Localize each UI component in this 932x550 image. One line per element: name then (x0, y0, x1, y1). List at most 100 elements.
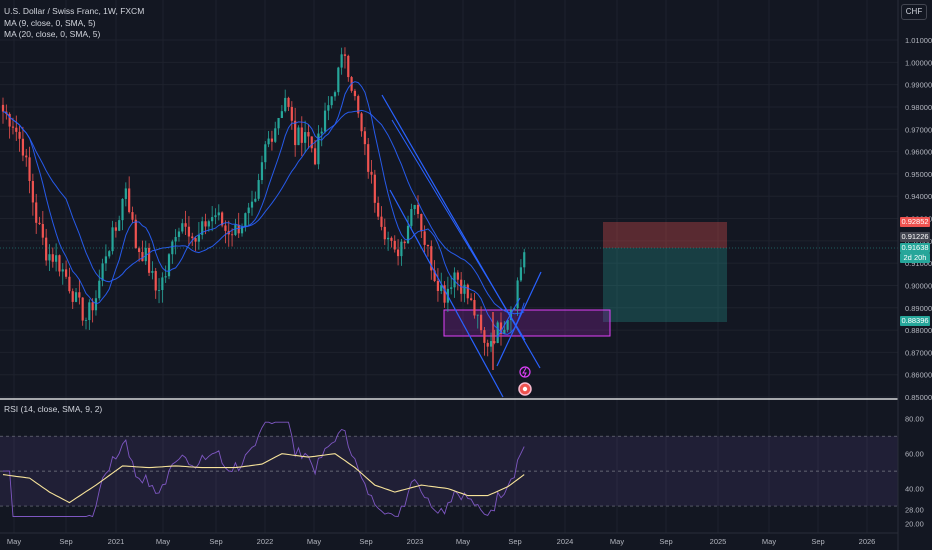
candle-body (1, 104, 5, 112)
candle-body (486, 342, 489, 347)
candle-body (154, 271, 157, 291)
breakout-line-2 (496, 297, 521, 339)
candle-body (207, 221, 210, 227)
candle-body (84, 320, 88, 321)
candle-body (68, 276, 71, 292)
candle-body (25, 155, 28, 158)
candle-body (267, 138, 270, 145)
candle-body (134, 219, 137, 249)
candle-body (35, 202, 38, 223)
candle-body (121, 198, 124, 221)
rsi-tick-label: 80.00 (905, 415, 924, 424)
candle-body (410, 209, 413, 226)
candle-body (81, 297, 84, 321)
candle-body (157, 289, 161, 291)
candle-body (297, 127, 300, 146)
candle-body (124, 188, 127, 199)
price-tick-label: 0.89000 (905, 304, 932, 313)
trade-zones (443, 222, 727, 337)
time-tick-label: 2024 (557, 537, 574, 546)
candle-body (237, 224, 240, 234)
price-tick-label: 0.96000 (905, 148, 932, 157)
candle-body (380, 216, 383, 227)
rsi-tick-label: 40.00 (905, 485, 924, 494)
candle-body (181, 223, 184, 232)
moving-averages (2, 81, 525, 335)
ma-9-legend[interactable]: MA (9, close, 0, SMA, 5) (4, 18, 96, 28)
rsi-legend[interactable]: RSI (14, close, SMA, 9, 2) (4, 404, 103, 414)
currency-button[interactable]: CHF (901, 4, 927, 20)
candle-body (240, 226, 244, 234)
candle-body (317, 133, 320, 165)
candle-body (506, 319, 509, 330)
candle-body (204, 221, 207, 227)
price-tick-label: 1.01000 (905, 36, 932, 45)
demand-zone-box[interactable] (443, 309, 611, 337)
channel-line-lower (389, 189, 504, 398)
event-markers[interactable] (518, 366, 532, 396)
time-tick-label: 2022 (257, 537, 274, 546)
candle-body (330, 96, 333, 106)
time-tick-label: May (610, 537, 624, 546)
time-axis[interactable]: May Sep 2021 May Sep 2022 May Sep 2023 May Sep 2024… (0, 532, 898, 546)
candle-body (101, 263, 104, 281)
candle-body (141, 252, 144, 262)
time-tick-label: Sep (359, 537, 372, 546)
candle-body (340, 54, 343, 68)
candle-body (58, 255, 61, 272)
profit-target-zone[interactable] (603, 248, 727, 322)
candle-body (327, 105, 330, 111)
candle-body (463, 284, 466, 294)
alert-event-dot (522, 386, 528, 392)
candle-body (174, 236, 177, 242)
candle-body (440, 285, 443, 291)
candle-body (353, 90, 357, 97)
candle-body (396, 249, 400, 257)
time-tick-label: May (307, 537, 321, 546)
candle-body (111, 227, 114, 252)
candle-body (151, 271, 154, 273)
candle-body (55, 255, 58, 262)
candle-body (128, 188, 131, 213)
ma-20-legend[interactable]: MA (20, close, 0, SMA, 5) (4, 29, 101, 39)
price-tick-label: 0.98000 (905, 103, 932, 112)
candle-body (363, 131, 366, 145)
price-tick-label: 0.99000 (905, 81, 932, 90)
candle-body (493, 341, 496, 344)
time-tick-label: May (762, 537, 776, 546)
trend-channels[interactable] (381, 94, 542, 398)
candle-body (479, 314, 483, 331)
candle-body (91, 302, 94, 311)
time-tick-label: May (156, 537, 170, 546)
time-tick-label: Sep (209, 537, 222, 546)
candle-body (383, 226, 386, 240)
stop-loss-zone[interactable] (603, 222, 727, 248)
candle-body (187, 226, 191, 237)
candle-body (71, 291, 74, 302)
stop-price-tag: 0.92852 (900, 217, 930, 227)
candle-body (290, 106, 293, 121)
candle-body (51, 254, 54, 262)
candle-body (194, 238, 197, 242)
candle-body (387, 237, 390, 240)
candle-body (406, 225, 410, 244)
price-tick-label: 0.88000 (905, 326, 932, 335)
time-tick-label: Sep (811, 537, 824, 546)
price-tick-label: 0.91000 (905, 259, 932, 268)
candle-body (284, 97, 287, 112)
last-price-tag: 0.91638 (900, 243, 930, 253)
candle-body (423, 231, 426, 245)
candle-body (244, 213, 247, 227)
rsi-axis[interactable]: 80.00 60.00 40.00 28.00 20.00 (905, 415, 924, 529)
candle-body (167, 254, 171, 277)
candle-body (74, 292, 78, 302)
candle-body (413, 204, 416, 210)
candle-body (184, 223, 187, 227)
price-tick-label: 0.97000 (905, 125, 932, 134)
candle-body (420, 213, 423, 232)
candle-body (300, 127, 303, 143)
candle-body (310, 136, 313, 149)
candle-body (443, 285, 446, 303)
candle-body (28, 157, 31, 182)
